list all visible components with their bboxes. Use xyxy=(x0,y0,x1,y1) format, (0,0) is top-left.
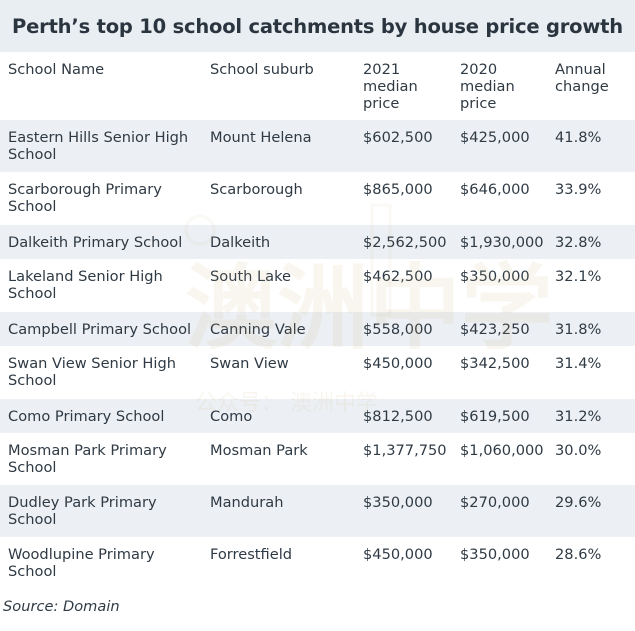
price-2020-cell: $423,250 xyxy=(460,321,530,338)
annual-change-cell: 32.8% xyxy=(555,234,602,251)
school-suburb-cell: Mount Helena xyxy=(210,129,312,146)
annual-change-cell: 31.2% xyxy=(555,408,602,425)
price-2020-cell: $350,000 xyxy=(460,546,530,563)
school-name-cell: Scarborough Primary School xyxy=(8,181,162,215)
price-2021-cell: $450,000 xyxy=(363,355,433,372)
price-2021-cell: $2,562,500 xyxy=(363,234,447,251)
price-2020-cell: $1,930,000 xyxy=(460,234,544,251)
school-name-cell: Eastern Hills Senior High School xyxy=(8,129,189,163)
annual-change-cell: 30.0% xyxy=(555,442,602,459)
school-name-cell: Lakeland Senior High School xyxy=(8,268,163,302)
table-row: Scarborough Primary School Scarborough $86… xyxy=(0,172,635,225)
price-2020-cell: $350,000 xyxy=(460,268,530,285)
price-2021-cell: $812,500 xyxy=(363,408,433,425)
price-2021-cell: $865,000 xyxy=(363,181,433,198)
price-2020-cell: $270,000 xyxy=(460,494,530,511)
table-row: Como Primary School Como $812,500 $619,500 3… xyxy=(0,399,635,433)
school-suburb-cell: Swan View xyxy=(210,355,289,372)
table-row: Dalkeith Primary School Dalkeith $2,562,50… xyxy=(0,225,635,259)
price-2021-cell: $350,000 xyxy=(363,494,433,511)
table-row: Woodlupine Primary School Forrestfield $45… xyxy=(0,537,635,591)
table-row: Lakeland Senior High School South Lake $46… xyxy=(0,259,635,312)
annual-change-cell: 33.9% xyxy=(555,181,602,198)
table-row: Swan View Senior High School Swan View $45… xyxy=(0,346,635,399)
price-2020-cell: $342,500 xyxy=(460,355,530,372)
school-suburb-cell: Scarborough xyxy=(210,181,303,198)
school-suburb-cell: Como xyxy=(210,408,253,425)
price-2020-cell: $646,000 xyxy=(460,181,530,198)
price-2020-cell: $619,500 xyxy=(460,408,530,425)
header-school-suburb: School suburb xyxy=(210,61,314,78)
annual-change-cell: 28.6% xyxy=(555,546,602,563)
school-suburb-cell: Canning Vale xyxy=(210,321,306,338)
price-2021-cell: $558,000 xyxy=(363,321,433,338)
table-row: Eastern Hills Senior High School Mount He… xyxy=(0,120,635,172)
school-name-cell: Swan View Senior High School xyxy=(8,355,176,389)
school-suburb-cell: Dalkeith xyxy=(210,234,271,251)
source-note: Source: Domain xyxy=(3,598,120,615)
title-bar: Perth’s top 10 school catchments by hous… xyxy=(0,0,635,52)
school-suburb-cell: South Lake xyxy=(210,268,292,285)
price-2021-cell: $602,500 xyxy=(363,129,433,146)
price-2021-cell: $1,377,750 xyxy=(363,442,447,459)
price-2021-cell: $462,500 xyxy=(363,268,433,285)
table-header-row: School Name School suburb 2021 median pr… xyxy=(0,52,635,120)
price-2020-cell: $1,060,000 xyxy=(460,442,544,459)
price-2020-cell: $425,000 xyxy=(460,129,530,146)
annual-change-cell: 41.8% xyxy=(555,129,602,146)
school-suburb-cell: Mandurah xyxy=(210,494,284,511)
annual-change-cell: 31.4% xyxy=(555,355,602,372)
header-2021-median-price: 2021 median price xyxy=(363,61,418,112)
school-name-cell: Dalkeith Primary School xyxy=(8,234,183,251)
header-2020-median-price: 2020 median price xyxy=(460,61,515,112)
table-row: Campbell Primary School Canning Vale $558,… xyxy=(0,312,635,346)
header-school-name: School Name xyxy=(8,61,105,78)
annual-change-cell: 29.6% xyxy=(555,494,602,511)
header-annual-change: Annual change xyxy=(555,61,609,95)
school-name-cell: Como Primary School xyxy=(8,408,165,425)
school-suburb-cell: Mosman Park xyxy=(210,442,308,459)
school-suburb-cell: Forrestfield xyxy=(210,546,293,563)
school-name-cell: Campbell Primary School xyxy=(8,321,192,338)
annual-change-cell: 32.1% xyxy=(555,268,602,285)
school-name-cell: Dudley Park Primary School xyxy=(8,494,157,528)
table-title: Perth’s top 10 school catchments by hous… xyxy=(12,14,623,38)
table-row: Mosman Park Primary School Mosman Park $1,… xyxy=(0,433,635,485)
table-row: Dudley Park Primary School Mandurah $350,0… xyxy=(0,485,635,537)
price-2021-cell: $450,000 xyxy=(363,546,433,563)
annual-change-cell: 31.8% xyxy=(555,321,602,338)
school-name-cell: Woodlupine Primary School xyxy=(8,546,155,580)
school-name-cell: Mosman Park Primary School xyxy=(8,442,167,476)
